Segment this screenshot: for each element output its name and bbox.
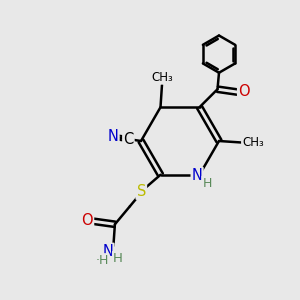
Text: N: N: [192, 168, 203, 183]
Text: CH₃: CH₃: [242, 136, 264, 149]
Text: O: O: [82, 213, 93, 228]
Text: CH₃: CH₃: [151, 71, 173, 84]
Text: H: H: [202, 177, 212, 190]
Text: H: H: [113, 252, 123, 265]
Text: O: O: [238, 84, 250, 99]
Text: N: N: [103, 244, 113, 259]
Text: N: N: [108, 129, 118, 144]
Text: ·H: ·H: [95, 254, 109, 267]
Text: C: C: [123, 132, 134, 147]
Text: S: S: [136, 184, 146, 199]
